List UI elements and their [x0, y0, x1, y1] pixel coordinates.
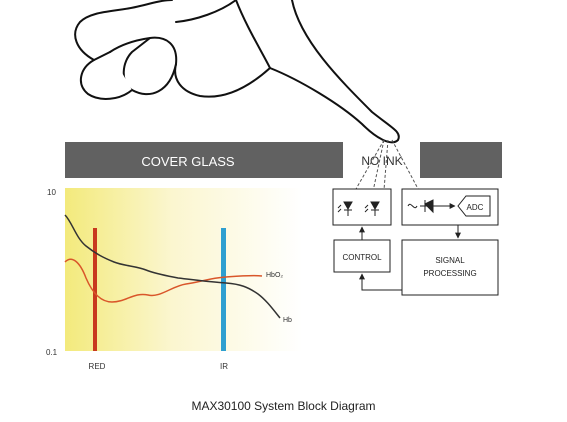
cover-glass-right — [420, 142, 502, 178]
x-marker-label-red: RED — [89, 362, 106, 371]
series-label-hbo2: HbO₂ — [266, 272, 283, 279]
diagram-caption: MAX30100 System Block Diagram — [191, 399, 376, 413]
finger-illustration — [74, 0, 400, 144]
photodetector-block: ADC — [401, 188, 499, 226]
signal-processing-block: SIGNAL PROCESSING — [401, 239, 499, 296]
absorption-chart: 10 0.1 HbO₂ Hb RED IR — [46, 188, 302, 371]
cover-glass-label: COVER GLASS — [141, 154, 235, 169]
processing-label: PROCESSING — [423, 269, 476, 278]
y-tick-label: 10 — [47, 188, 56, 197]
cover-glass-left — [65, 142, 343, 178]
no-ink-label: NO INK — [361, 154, 402, 168]
marker-bar-red — [93, 228, 97, 351]
photodiode-icon — [420, 199, 440, 214]
signal-label: SIGNAL — [435, 256, 465, 265]
chart-plot-area — [65, 188, 302, 351]
y-tick-label: 0.1 — [46, 348, 58, 357]
x-marker-label-ir: IR — [220, 362, 228, 371]
control-label: CONTROL — [342, 253, 382, 262]
cover-glass: COVER GLASS NO INK — [65, 142, 502, 178]
series-label-hb: Hb — [283, 317, 292, 324]
control-block: CONTROL — [333, 239, 391, 273]
adc-box — [457, 195, 491, 217]
adc-label: ADC — [467, 203, 484, 212]
series-line-hb — [64, 214, 281, 319]
wave-icon — [407, 203, 418, 209]
marker-bar-ir — [221, 228, 226, 351]
series-line-hbo2 — [64, 258, 263, 303]
block-connections — [359, 225, 461, 291]
led-icon — [337, 201, 353, 216]
led-icon — [364, 201, 380, 216]
led-emitter-block — [332, 188, 392, 226]
